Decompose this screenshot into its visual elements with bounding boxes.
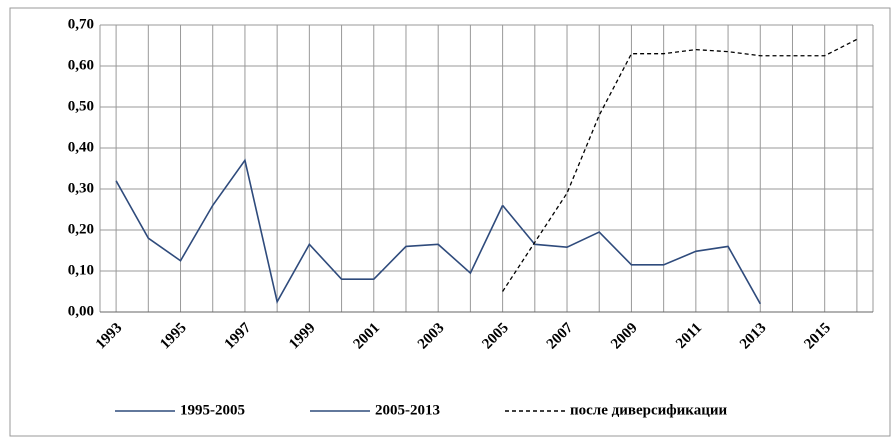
legend-label: 2005-2013: [375, 402, 440, 418]
x-tick-label: 2013: [737, 320, 770, 353]
x-tick-label: 1995: [157, 320, 190, 353]
y-tick-label: 0,40: [68, 139, 94, 155]
x-tick-label: 2009: [608, 320, 641, 353]
x-tick-label: 1997: [222, 320, 255, 353]
x-tick-label: 2001: [351, 320, 384, 353]
series-line: [115, 158, 504, 304]
x-tick-label: 2003: [415, 320, 448, 353]
series-line: [501, 204, 761, 305]
y-tick-label: 0,70: [68, 16, 94, 32]
y-tick-label: 0,60: [68, 57, 94, 73]
y-tick-label: 0,50: [68, 98, 94, 114]
y-tick-label: 0,10: [68, 262, 94, 278]
x-tick-label: 2007: [544, 320, 577, 353]
x-tick-label: 1993: [93, 320, 126, 353]
x-tick-label: 2011: [673, 320, 705, 352]
y-tick-label: 0,00: [68, 303, 94, 319]
y-tick-label: 0,20: [68, 221, 94, 237]
x-tick-label: 1999: [286, 320, 319, 353]
x-tick-label: 2015: [801, 320, 834, 353]
chart-frame: [9, 7, 891, 437]
series-line: [502, 38, 858, 292]
legend-label: 1995-2005: [180, 402, 245, 418]
legend-label: после диверсификации: [570, 402, 727, 418]
y-tick-label: 0,30: [68, 180, 94, 196]
x-tick-label: 2005: [479, 320, 512, 353]
